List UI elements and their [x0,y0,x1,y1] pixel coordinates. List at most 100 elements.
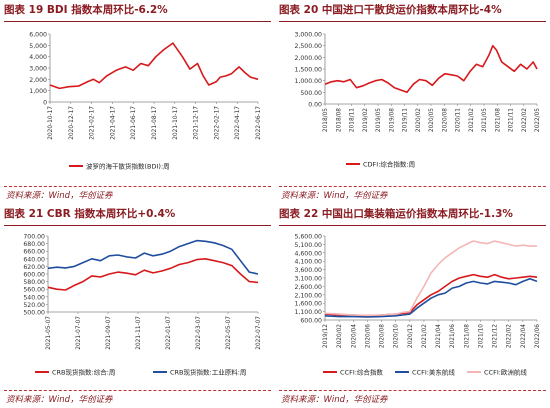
x-tick-label: 2021/04 [436,324,442,348]
y-tick-label: 6,000 [29,32,47,39]
x-tick-label: 2022/05 [535,108,541,132]
panel-title: 图表 20 中国进口干散货运价指数本周环比-4% [279,4,502,16]
x-tick-label: 2021/02 [469,108,475,132]
y-tick-label: 2,100.00 [294,292,322,299]
series-line-1 [324,277,538,318]
x-tick-label: 2022-06-17 [256,106,262,140]
y-tick-label: 660.00 [23,249,45,256]
y-tick-label: 1,000 [29,88,47,95]
source-rule [279,390,546,391]
series-line-0 [47,257,259,291]
legend-label-2: CCFI:欧洲航线 [484,368,527,377]
y-tick-label: 3,000 [29,66,47,73]
chart-crb: 500.00520.00540.00560.00580.00600.00620.… [23,234,262,377]
x-tick-label: 2019/12 [323,324,329,348]
x-tick-label: 2021-02-17 [90,106,96,140]
legend-label-0: CDFI:综合指数:周 [363,160,415,169]
x-tick-label: 2020/08 [380,324,386,348]
x-tick-label: 2018/11 [350,108,356,132]
x-tick-label: 2022-03-07 [196,316,202,350]
chart-ccfi: 600.001,100.001,600.002,100.002,600.003,… [294,234,541,377]
x-tick-label: 2021/12 [493,324,499,348]
x-tick-label: 2021/02 [422,324,428,348]
legend-label-1: CCFI:美东航线 [412,368,455,377]
x-tick-label: 2020/11 [456,108,462,132]
x-tick-label: 2021/06 [450,324,456,348]
y-tick-label: 5,000 [29,43,47,50]
y-tick-label: 2,500.00 [294,43,322,50]
legend-label-0: 波罗的海干散货指数(BDI):周 [86,162,170,171]
x-tick-label: 2020/06 [365,324,371,348]
legend-label-0: CCFI:综合指数 [340,368,383,377]
source-note: 资料来源：Wind，华创证券 [6,395,113,405]
chart-cdfi: 0.00 500.00 1,000.00 1,500.00 2,000.00 2,500.… [294,32,541,169]
x-tick-label: 2018/08 [336,108,342,132]
y-tick-label: 620.00 [23,264,45,271]
series-line-0 [49,42,259,90]
x-tick-label: 2021-04-17 [110,106,116,140]
x-tick-label: 2021/08 [464,324,470,348]
x-tick-label: 2021/08 [495,108,501,132]
y-tick-label: 520.00 [23,302,45,309]
panel-title: 图表 19 BDI 指数本周环比-6.2% [4,4,168,16]
panel-title: 图表 21 CBR 指数本周环比+0.4% [4,208,176,220]
x-tick-label: 2020/02 [416,108,422,132]
y-tick-label: 680.00 [23,241,45,248]
x-tick-label: 2022/04 [521,324,527,348]
y-tick-label: 540.00 [23,294,45,301]
legend-label-0: CRB现货指数:综合:周 [52,368,115,377]
x-tick-label: 2022/06 [535,324,541,348]
x-tick-label: 2020/12 [408,324,414,348]
source-note: 资料来源：Wind，华创证券 [281,191,388,201]
y-tick-label: 600.00 [300,318,322,325]
x-tick-label: 2019/11 [403,108,409,132]
x-tick-label: 2020-10-17 [48,106,54,140]
y-tick-label: 500.00 [300,90,322,97]
x-tick-label: 2018/05 [323,108,329,132]
chart-panel-ccfi: 图表 22 中国出口集装箱运价指数本周环比-1.3% 600.00 1,100.0… [275,204,550,408]
y-tick-label: 2,000.00 [294,55,322,62]
x-tick-label: 2021-08-17 [152,106,158,140]
series-line-0 [324,273,538,317]
y-tick-label: 4,100.00 [294,259,322,266]
y-tick-label: 4,000 [29,54,47,61]
panel-title: 图表 22 中国出口集装箱运价指数本周环比-1.3% [279,208,513,220]
y-tick-label: 0 [43,100,47,107]
x-tick-label: 2022/02 [522,108,528,132]
source-rule [4,186,271,187]
title-rule [279,225,546,226]
x-tick-label: 2021-05-07 [46,316,52,350]
x-tick-label: 2021-10-17 [173,106,179,140]
x-tick-label: 2021/11 [509,108,515,132]
source-rule [4,390,271,391]
series-line-2 [324,240,537,317]
x-tick-label: 2022-07-07 [256,316,262,350]
x-tick-label: 2020/04 [351,324,357,348]
x-tick-label: 2020/02 [337,324,343,348]
y-tick-label: 560.00 [23,287,45,294]
x-tick-label: 2019/05 [376,108,382,132]
y-tick-label: 5,100.00 [294,242,322,249]
legend-label-1: CRB现货指数:工业原料:周 [170,368,246,377]
y-tick-label: 3,100.00 [294,276,322,283]
y-tick-label: 580.00 [23,279,45,286]
x-tick-label: 2019/02 [363,108,369,132]
x-tick-label: 2020-12-17 [69,106,75,140]
x-tick-label: 2020/05 [429,108,435,132]
x-tick-label: 2021-06-17 [131,106,137,140]
y-tick-label: 2,000 [29,77,47,84]
y-tick-label: 1,500.00 [294,67,322,74]
y-tick-label: 500.00 [23,310,45,317]
y-tick-label: 5,600.00 [294,234,322,241]
title-rule [4,21,271,22]
title-rule [4,225,271,226]
series-line-1 [47,239,259,275]
y-tick-label: 1,000.00 [294,78,322,85]
x-tick-label: 2022-01-07 [166,316,172,350]
x-tick-label: 2022/02 [507,324,513,348]
y-tick-label: 2,600.00 [294,284,322,291]
y-tick-label: 700.00 [23,234,45,241]
x-tick-label: 2021/10 [478,324,484,348]
y-tick-label: 600.00 [23,272,45,279]
y-tick-label: 1,100.00 [294,309,322,316]
